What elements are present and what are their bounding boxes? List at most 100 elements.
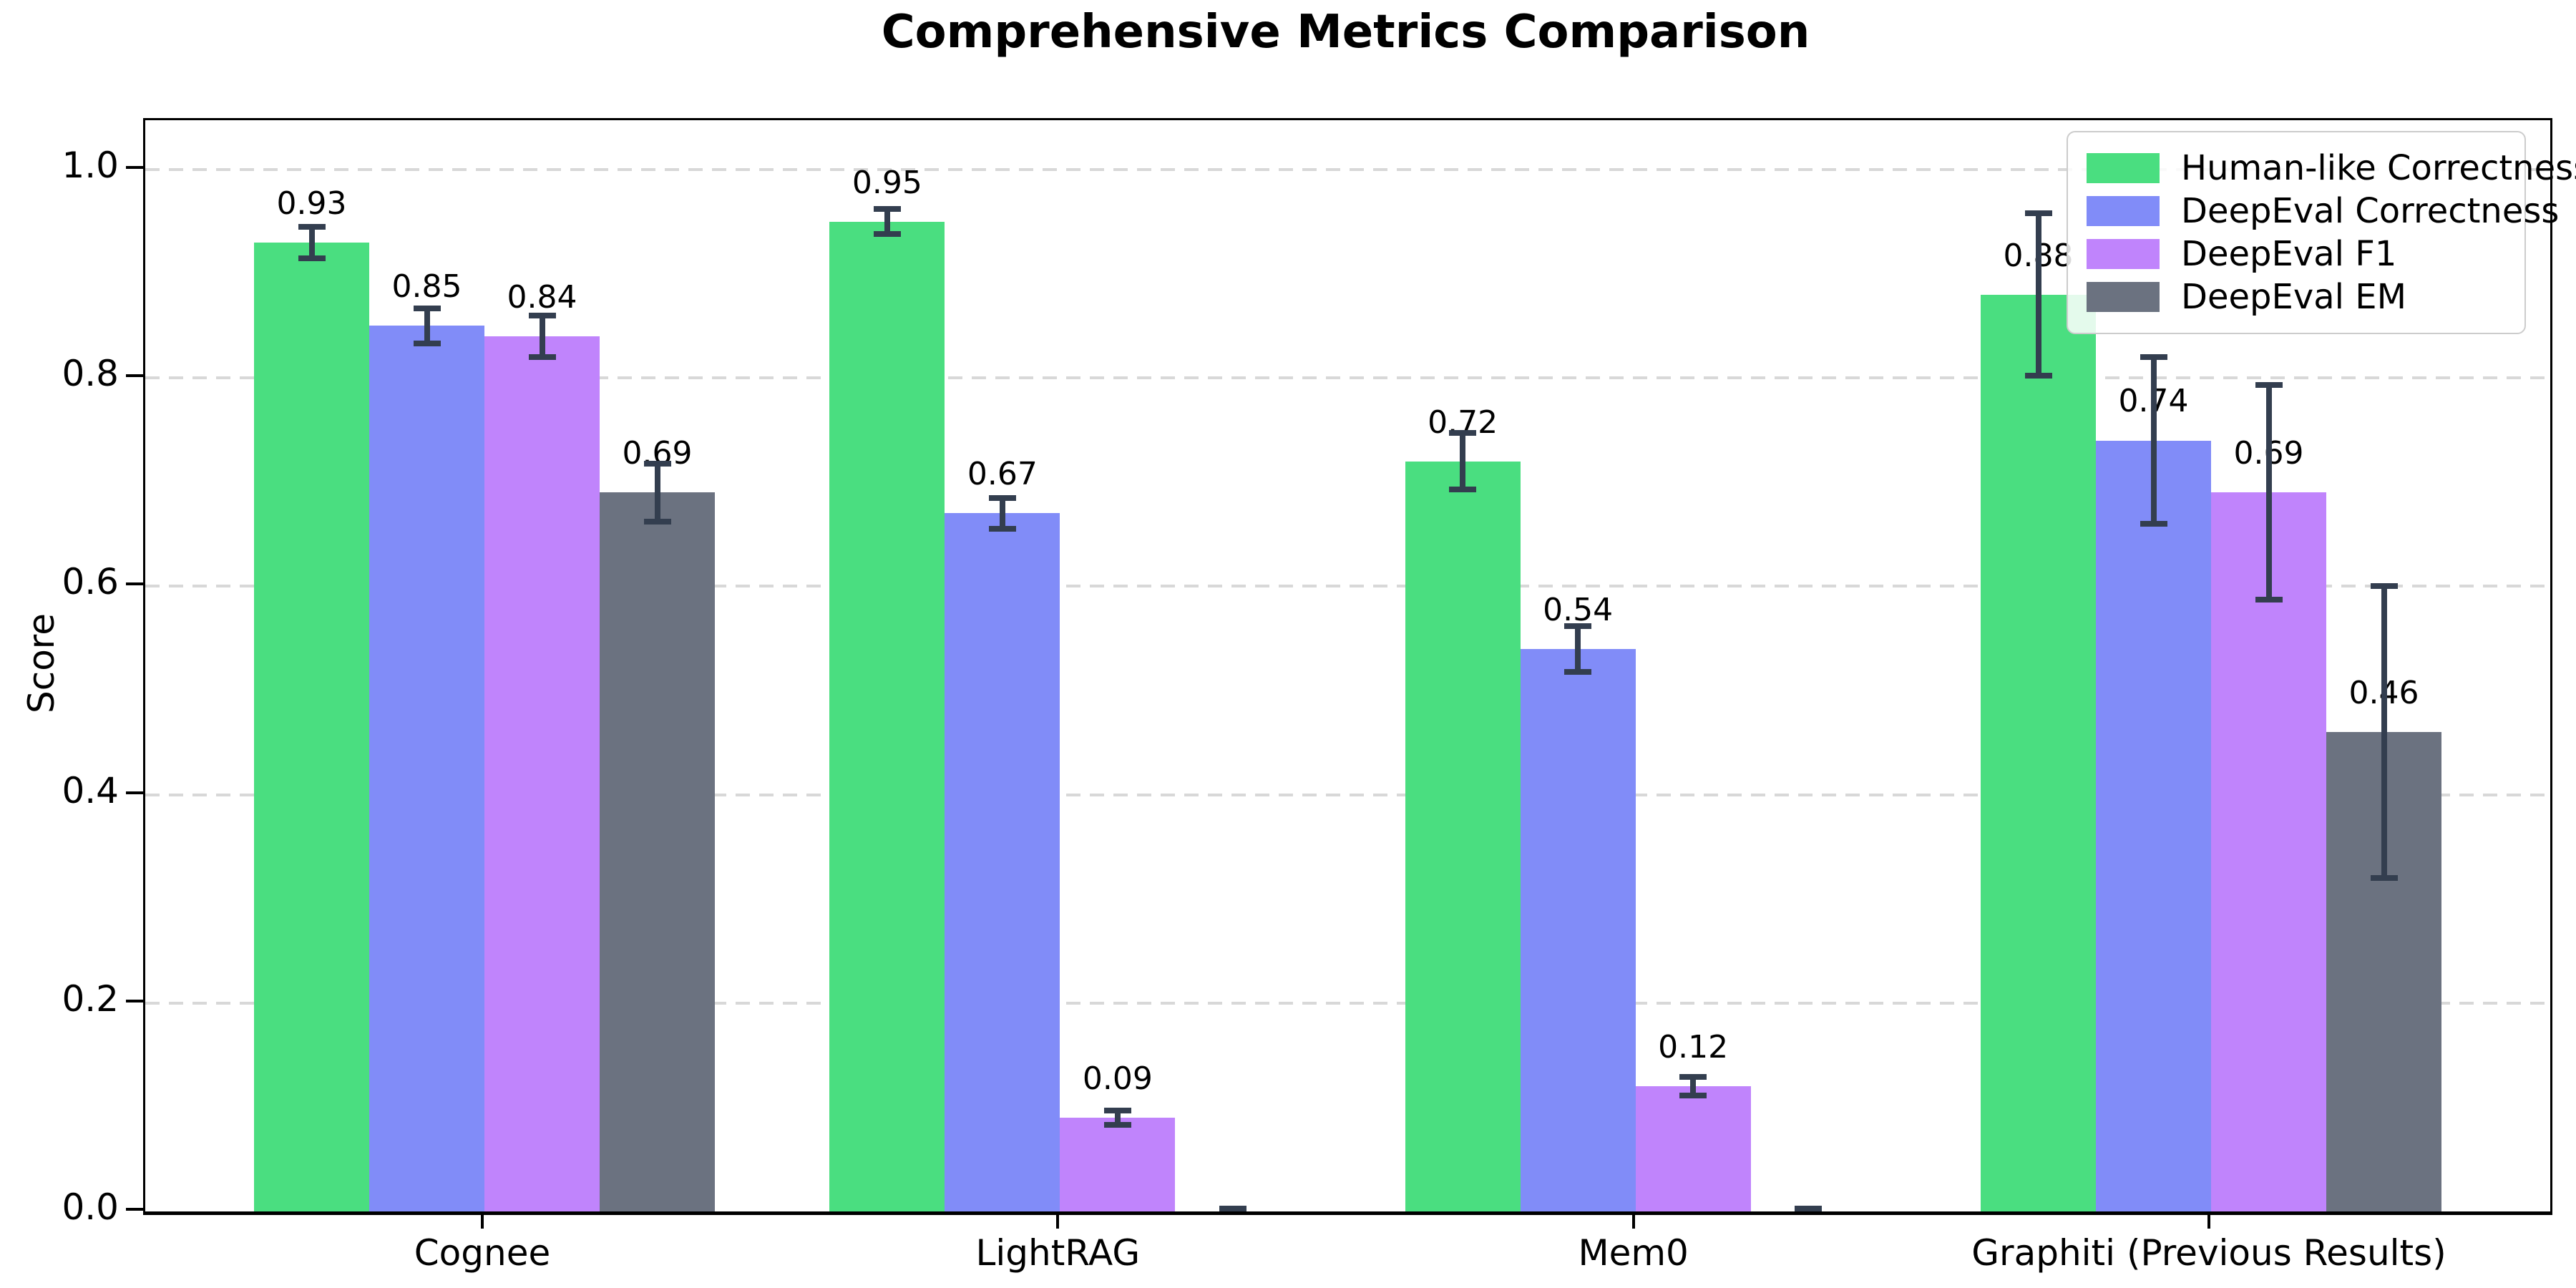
legend-swatch-icon [2087,282,2160,312]
error-bar-line [1460,433,1466,489]
bar [484,336,600,1211]
bar-value-label: 0.67 [967,456,1038,493]
y-tick-label: 0.0 [62,1186,119,1228]
bar-value-label: 0.93 [276,185,347,222]
error-bar-cap [298,255,326,261]
error-bar-line [2150,357,2157,525]
legend-item: DeepEval EM [2087,278,2506,316]
bar [600,492,715,1211]
error-bar-line [1690,1077,1697,1096]
error-bar-cap [643,519,671,525]
bar [829,221,945,1211]
error-bar-cap [413,305,441,311]
error-bar-cap [988,526,1016,532]
bar [1520,648,1636,1211]
gridline [145,1001,2550,1005]
bar [369,326,484,1211]
bar [1060,1117,1176,1211]
error-bar-cap [413,341,441,347]
error-bar-cap [2024,210,2052,217]
y-tick-mark [126,791,143,794]
y-axis-label: Score [21,613,62,714]
error-bar-cap [2140,521,2167,527]
error-bar-cap [1449,430,1477,436]
error-bar-cap [988,494,1016,501]
y-tick-label: 0.8 [62,353,119,395]
bar [945,513,1060,1211]
gridline [145,585,2550,588]
legend-item: DeepEval Correctness [2087,192,2559,230]
error-bar-cap [1564,668,1592,675]
error-bar-cap [1103,1107,1131,1113]
legend: Human-like Correctness DeepEval Correctne… [2067,131,2576,334]
bar-value-label: 0.85 [391,268,462,306]
y-tick-mark [126,1208,143,1211]
error-bar-cap [1679,1093,1707,1099]
error-bar-cap [2370,875,2398,882]
x-tick-mark [481,1213,484,1229]
error-bar-cap [1679,1074,1707,1080]
y-tick-mark [126,582,143,586]
x-axis-category-label: Cognee [414,1232,551,1274]
error-bar-cap [2255,597,2283,603]
bar [1981,294,2096,1211]
y-tick-label: 0.4 [62,769,119,811]
error-bar-cap [528,312,556,318]
error-bar-cap [2370,583,2398,590]
error-bar-cap [1219,1206,1246,1211]
error-bar-line [308,227,315,258]
bar-value-label: 0.95 [852,164,922,201]
error-bar-cap [298,224,326,230]
y-tick-label: 0.6 [62,561,119,603]
legend-item: DeepEval F1 [2087,235,2506,273]
gridline [145,793,2550,796]
x-tick-mark [1631,1213,1635,1229]
y-tick-mark [126,166,143,169]
y-tick-label: 0.2 [62,977,119,1020]
error-bar-cap [2255,382,2283,389]
x-tick-mark [2207,1213,2210,1229]
y-tick-mark [126,999,143,1002]
x-axis-category-label: LightRAG [975,1232,1141,1274]
bar [1635,1086,1751,1211]
error-bar-cap [1795,1206,1823,1211]
gridline [145,168,2550,171]
bar [254,242,369,1211]
bar-value-label: 0.54 [1543,591,1614,628]
legend-swatch-icon [2087,239,2160,269]
error-bar-cap [2024,373,2052,379]
error-bar-cap [643,460,671,467]
bar [1405,461,1521,1211]
x-axis-category-label: Graphiti (Previous Results) [1971,1232,2446,1274]
legend-label: Human-like Correctness [2181,148,2576,188]
bar [2211,492,2326,1211]
error-bar-cap [2140,354,2167,361]
error-bar-line [424,308,430,344]
error-bar-cap [1449,487,1477,492]
error-bar-line [1575,625,1581,672]
bar-value-label: 0.12 [1658,1029,1729,1066]
error-bar-line [2381,586,2387,879]
error-bar-line [2035,213,2041,376]
chart-title: Comprehensive Metrics Comparison [881,6,1810,59]
error-bar-line [654,463,660,522]
legend-label: DeepEval EM [2181,277,2406,317]
error-bar-line [884,209,890,235]
gridline [145,376,2550,380]
error-bar-line [539,315,545,358]
y-tick-label: 1.0 [62,145,119,186]
error-bar-cap [873,231,901,238]
legend-label: DeepEval Correctness [2181,191,2560,231]
error-bar-cap [873,206,901,213]
error-bar-cap [528,354,556,361]
bar-value-label: 0.84 [507,278,577,316]
error-bar-line [1114,1110,1121,1126]
legend-swatch-icon [2087,153,2160,183]
y-tick-mark [126,374,143,378]
legend-label: DeepEval F1 [2181,234,2397,274]
x-axis-category-label: Mem0 [1578,1232,1689,1274]
error-bar-line [2265,385,2272,600]
legend-swatch-icon [2087,196,2160,226]
legend-item: Human-like Correctness [2087,150,2576,187]
